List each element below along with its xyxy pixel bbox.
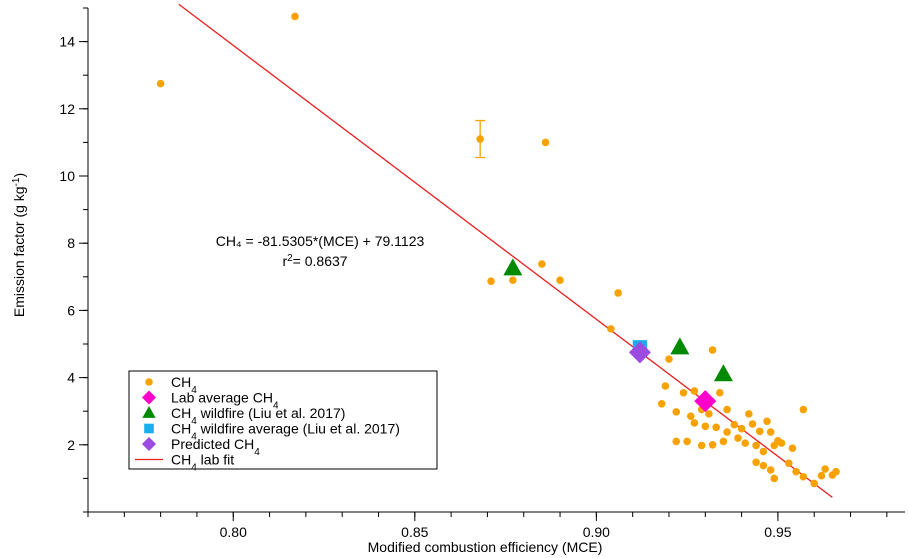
x-tick-label: 0.85 [401, 524, 428, 540]
data-point-series-0 [556, 276, 564, 284]
data-point-series-0 [679, 388, 688, 397]
data-point-series-0 [799, 472, 808, 481]
data-point-series-0 [683, 437, 691, 446]
data-point-series-0 [832, 467, 840, 476]
x-tick-label: 0.80 [220, 524, 247, 540]
data-point-series-0 [614, 289, 622, 297]
data-point-series-0 [785, 459, 793, 468]
data-point-series-0 [752, 441, 760, 450]
data-point-series-0 [821, 465, 829, 473]
fit-line-layer [178, 3, 833, 498]
data-point-series-0 [799, 405, 808, 414]
y-tick-label: 6 [67, 302, 75, 318]
fit-r-squared: r2= 0.8637 [282, 253, 347, 270]
legend-marker [144, 423, 154, 434]
y-tick-label: 8 [67, 235, 75, 251]
legend-label: CH4 wildfire average (Liu et al. 2017) [171, 421, 400, 443]
data-point-series-0 [708, 346, 717, 354]
data-point-series-0 [748, 420, 757, 428]
data-point-series-0 [759, 461, 768, 470]
data-point-series-0 [291, 12, 299, 21]
data-point-series-0 [723, 405, 731, 414]
x-axis-label: Modified combustion efficiency (MCE) [368, 539, 603, 555]
data-point-series-0 [716, 388, 724, 397]
data-point-series-0 [745, 410, 753, 418]
data-point-series-0 [607, 325, 615, 333]
data-point-series-0 [476, 135, 484, 143]
data-point-series-0 [817, 471, 826, 480]
data-point-series-2 [713, 364, 733, 382]
legend-marker [142, 406, 156, 418]
data-point-series-0 [752, 458, 760, 467]
data-point-series-0 [788, 444, 797, 452]
x-tick-label: 0.90 [583, 524, 610, 540]
data-point-series-4 [628, 341, 651, 364]
fit-annotation: CH₄ = -81.5305*(MCE) + 79.1123 r2= 0.863… [216, 233, 425, 269]
data-point-series-2 [503, 258, 523, 276]
legend-label: Predicted CH4 [171, 436, 260, 458]
data-points-layer [156, 12, 840, 488]
data-point-series-0 [763, 417, 771, 426]
data-point-series-0 [730, 420, 739, 429]
fit-equation: CH₄ = -81.5305*(MCE) + 79.1123 [216, 233, 425, 249]
data-point-series-0 [741, 439, 750, 447]
legend-box [128, 370, 438, 470]
y-tick-label: 12 [59, 101, 75, 117]
data-point-series-0 [686, 412, 695, 421]
legend-label: CH4 wildfire (Liu et al. 2017) [171, 405, 345, 427]
legend-label: CH4 lab fit [171, 452, 234, 474]
data-point-series-0 [690, 387, 699, 395]
data-point-series-0 [690, 419, 699, 427]
data-point-series-0 [657, 400, 666, 408]
data-point-series-0 [755, 427, 764, 436]
data-point-series-0 [770, 474, 779, 483]
data-point-series-0 [766, 466, 775, 474]
data-point-series-0 [701, 422, 710, 431]
data-point-series-0 [712, 423, 720, 432]
data-point-series-0 [156, 79, 165, 88]
legend-marker [145, 378, 153, 386]
data-point-series-0 [759, 447, 768, 456]
data-point-series-0 [777, 439, 786, 447]
data-point-series-0 [661, 382, 670, 390]
data-point-series-0 [719, 437, 728, 446]
y-axis-label: Emission factor (g kg-1) [11, 173, 28, 317]
data-point-series-0 [672, 408, 681, 416]
y-tick-label: 2 [67, 437, 75, 453]
data-point-series-2 [670, 337, 690, 355]
data-point-series-0 [487, 277, 495, 285]
data-point-series-0 [672, 437, 681, 446]
y-tick-label: 4 [67, 370, 75, 386]
data-point-series-0 [810, 479, 819, 488]
data-point-series-0 [766, 428, 775, 436]
fit-line [178, 3, 833, 498]
data-point-series-0 [697, 441, 706, 450]
data-point-series-0 [538, 260, 546, 268]
data-point-series-0 [792, 467, 800, 476]
axes: 0.80 0.85 0.90 0.95 2 4 6 8 10 12 14 [59, 7, 905, 540]
legend-label: CH4 [171, 374, 197, 396]
data-point-series-0 [509, 276, 517, 284]
x-tick-label: 0.95 [764, 524, 791, 540]
data-point-series-0 [734, 434, 742, 442]
data-point-series-0 [665, 355, 673, 363]
data-point-series-0 [737, 424, 746, 433]
y-tick-label: 10 [59, 168, 75, 184]
legend-marker [142, 390, 156, 405]
legend-label: Lab average CH4 [171, 390, 279, 412]
data-point-series-0 [723, 428, 731, 436]
data-point-series-0 [705, 410, 713, 418]
data-point-series-0 [541, 138, 550, 147]
data-point-series-0 [708, 441, 717, 449]
legend-marker [142, 437, 156, 451]
data-point-series-1 [694, 390, 717, 413]
y-tick-label: 14 [59, 34, 75, 50]
